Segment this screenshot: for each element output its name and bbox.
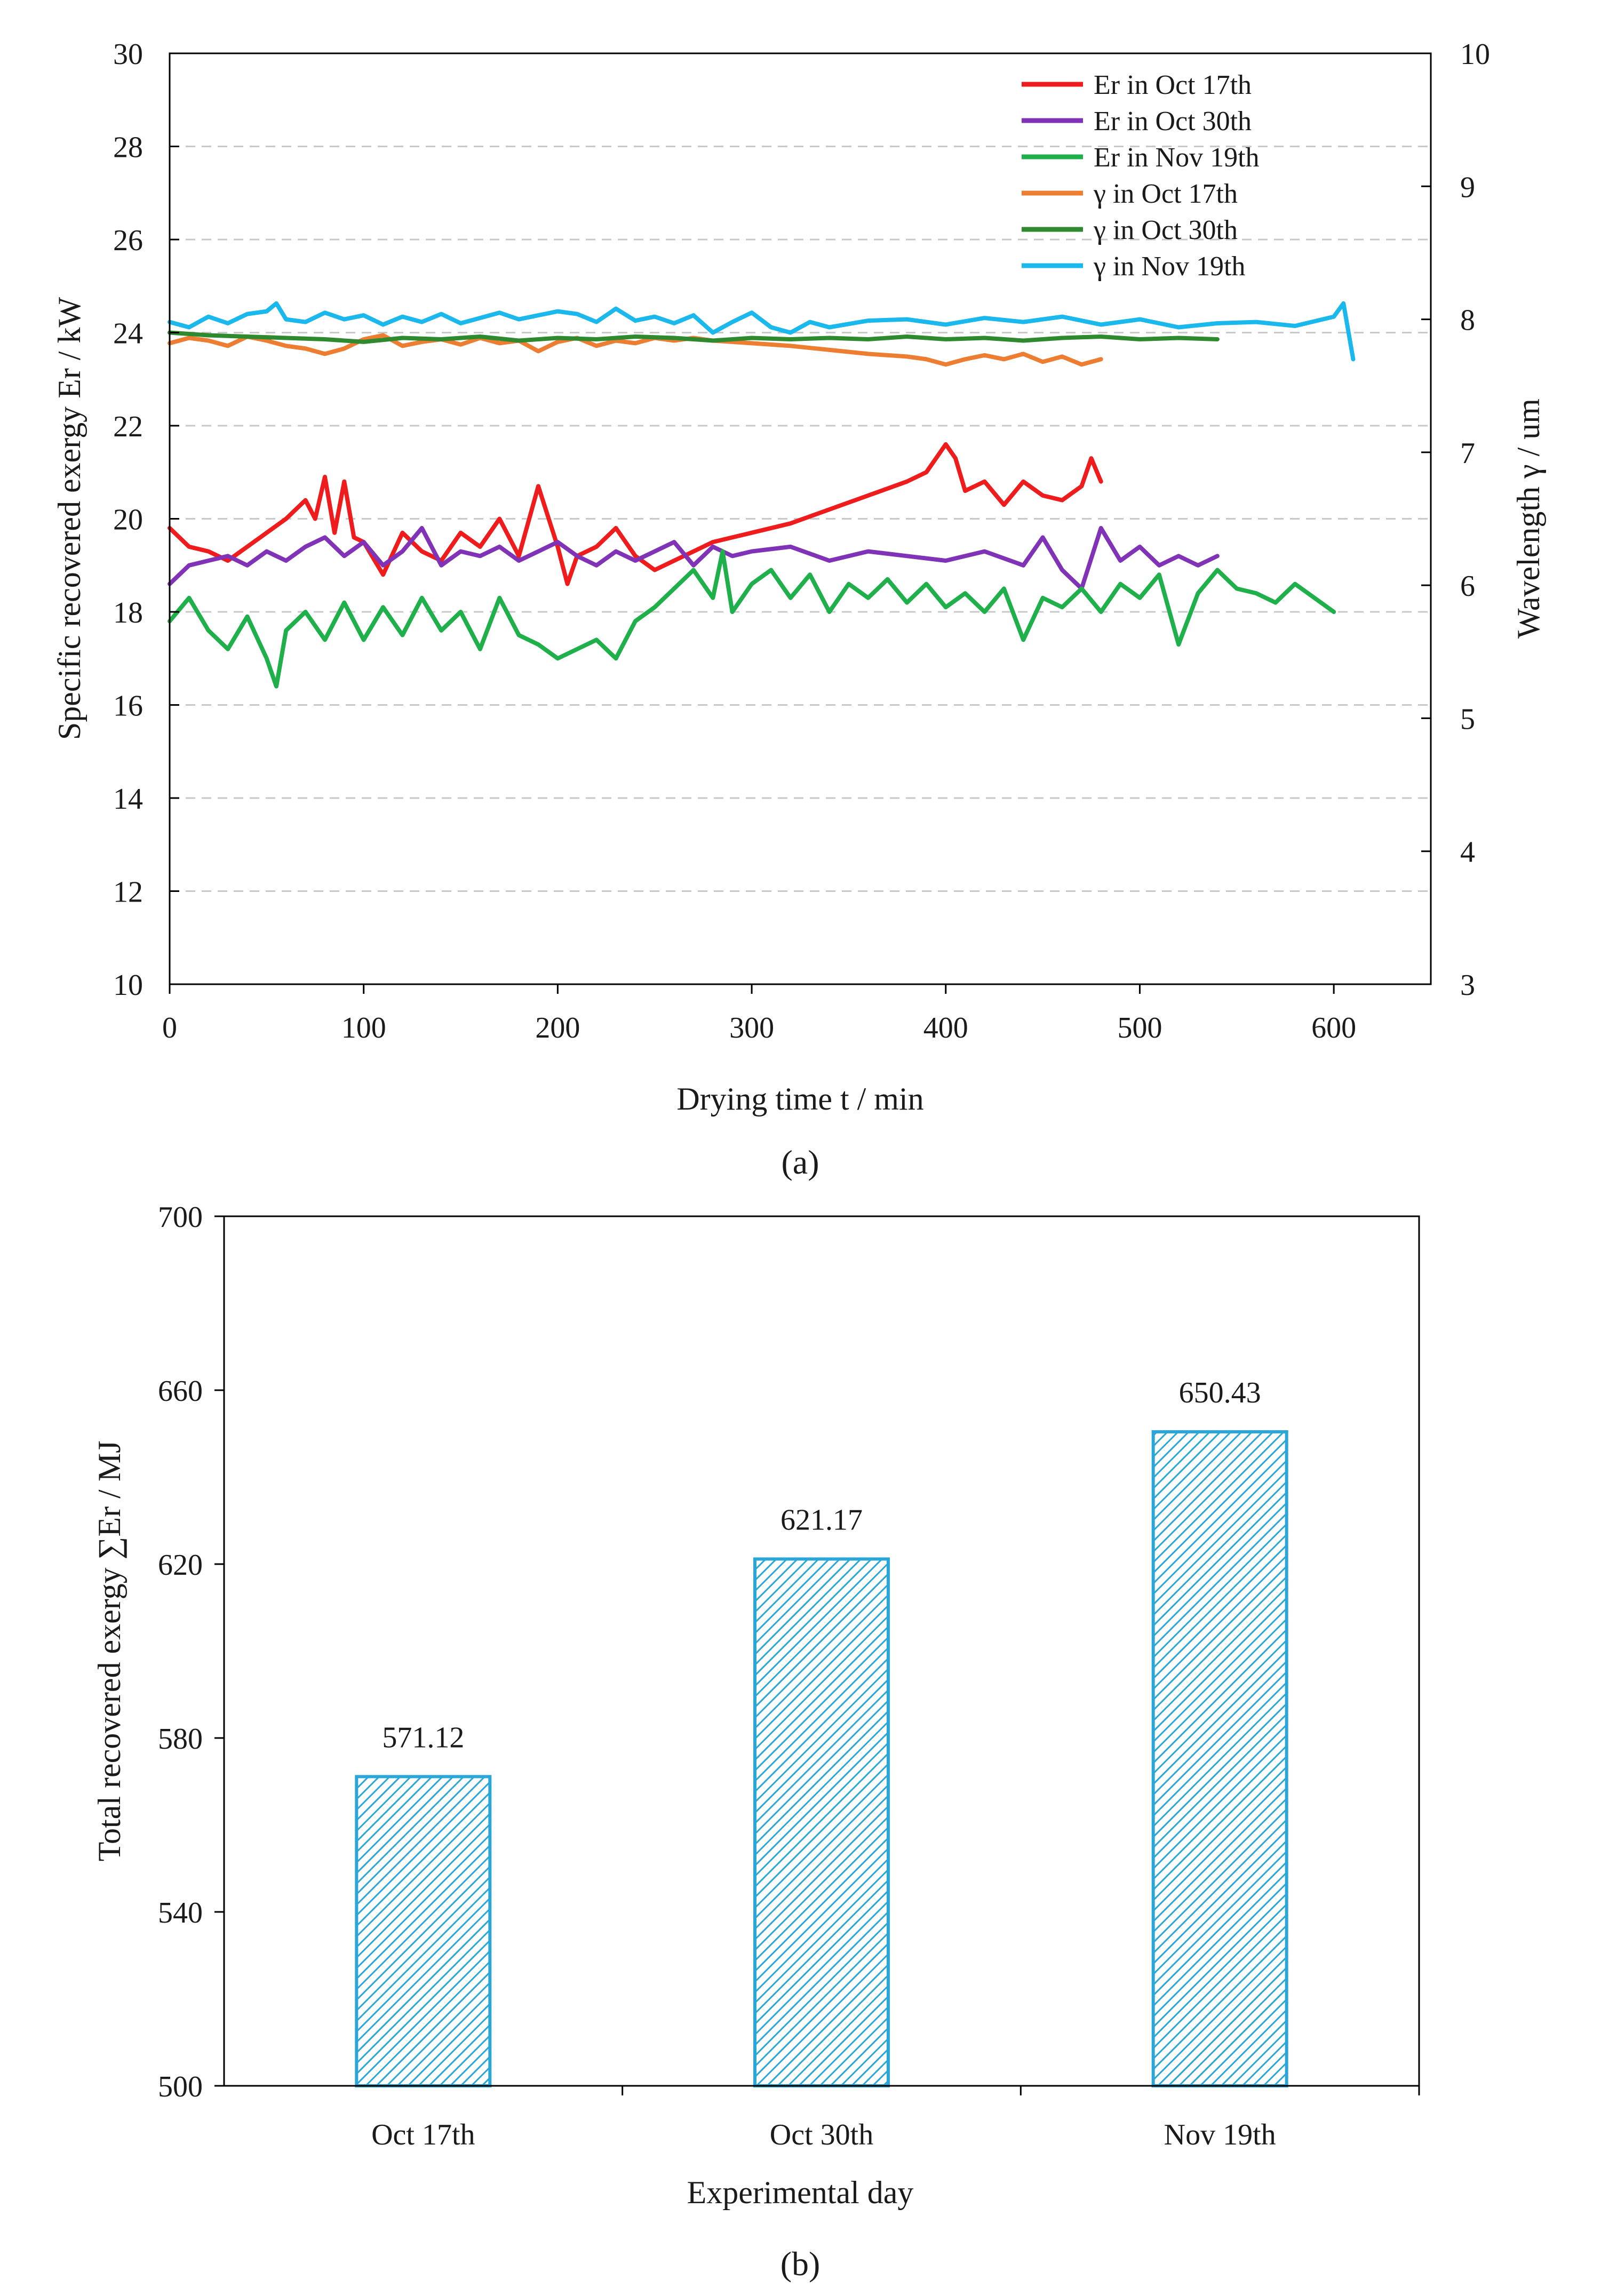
a-right-y-tick-label-7: 7: [1460, 437, 1475, 470]
a-right-y-axis-title: Wavelength γ / um: [1511, 398, 1546, 639]
a-left-y-tick-label-28: 28: [113, 131, 143, 164]
b-category-label-oct-17th: Oct 17th: [371, 2118, 475, 2151]
a-legend-label-in-oct-30th: γ in Oct 30th: [1093, 215, 1238, 245]
a-x-tick-label-400: 400: [923, 1011, 968, 1045]
a-right-y-tick-label-8: 8: [1460, 304, 1475, 337]
a-legend: Er in Oct 17th Er in Oct 30th Er in Nov 19…: [1022, 70, 1260, 282]
panel-b-chart: 571.12 621.17 650.43 Oct 17th Oct 30th Nov 1…: [92, 1201, 1420, 2283]
a-series-in-nov-19th: [168, 301, 1356, 362]
a-series-in-oct-17th: [168, 333, 1103, 367]
b-y-tick-label-580: 580: [158, 1723, 203, 1756]
a-left-y-tick-label-12: 12: [113, 876, 143, 909]
b-value-label-oct-17th: 571.12: [382, 1721, 464, 1754]
a-right-y-tick-label-4: 4: [1460, 836, 1475, 869]
a-legend-label-in-nov-19th: γ in Nov 19th: [1093, 251, 1245, 282]
a-left-y-ticks: 10 12 14 16 18 20 22 24 26 28 30: [113, 38, 179, 1002]
a-right-y-tick-label-9: 9: [1460, 171, 1475, 204]
b-value-label-nov-19th: 650.43: [1179, 1376, 1261, 1409]
a-legend-label-er-in-oct-17th: Er in Oct 17th: [1094, 70, 1252, 100]
a-left-y-tick-label-18: 18: [113, 596, 143, 629]
a-left-y-tick-label-16: 16: [113, 690, 143, 723]
a-x-tick-label-600: 600: [1311, 1011, 1356, 1045]
b-y-tick-label-500: 500: [158, 2070, 203, 2103]
b-y-tick-label-540: 540: [158, 1896, 203, 1930]
b-x-axis-title: Experimental day: [687, 2175, 914, 2210]
a-x-tick-label-200: 200: [535, 1011, 580, 1045]
b-y-tick-label-660: 660: [158, 1375, 203, 1408]
a-left-y-tick-label-24: 24: [113, 317, 143, 350]
a-left-y-tick-label-20: 20: [113, 504, 143, 537]
a-left-y-tick-label-10: 10: [113, 969, 143, 1002]
a-series-er-in-oct-17th: [168, 442, 1103, 586]
b-y-tick-label-620: 620: [158, 1549, 203, 1582]
b-bar-oct-17th: [355, 1775, 492, 2088]
a-legend-label-er-in-nov-19th: Er in Nov 19th: [1094, 142, 1260, 173]
a-left-y-tick-label-30: 30: [113, 38, 143, 71]
a-series-er-in-nov-19th: [168, 549, 1336, 689]
b-category-label-oct-30th: Oct 30th: [770, 2118, 873, 2151]
a-x-tick-label-0: 0: [162, 1011, 177, 1045]
b-panel-label: (b): [780, 2245, 821, 2283]
a-left-y-tick-label-14: 14: [113, 783, 143, 816]
a-right-y-tick-label-6: 6: [1460, 570, 1475, 603]
a-left-y-axis-title: Specific recovered exergy Er / kW: [52, 297, 87, 740]
a-right-y-tick-label-3: 3: [1460, 969, 1475, 1002]
b-x-ticks: Oct 17th Oct 30th Nov 19th: [371, 2086, 1420, 2151]
a-left-y-tick-label-26: 26: [113, 224, 143, 257]
b-value-label-oct-30th: 621.17: [780, 1503, 863, 1536]
a-left-y-tick-label-22: 22: [113, 410, 143, 443]
a-x-axis-title: Drying time t / min: [676, 1081, 923, 1117]
a-x-tick-label-300: 300: [729, 1011, 774, 1045]
a-right-y-ticks: 3 4 5 6 7 8 9 10: [1421, 38, 1490, 1002]
b-category-label-nov-19th: Nov 19th: [1164, 2118, 1276, 2151]
a-panel-label: (a): [781, 1143, 819, 1181]
a-legend-label-er-in-oct-30th: Er in Oct 30th: [1094, 106, 1252, 137]
a-x-ticks: 0 100 200 300 400 500 600: [162, 984, 1356, 1045]
a-legend-label-in-oct-17th: γ in Oct 17th: [1093, 179, 1238, 209]
a-right-y-tick-label-10: 10: [1460, 38, 1490, 71]
b-plot-frame: [223, 1215, 1420, 2087]
a-x-tick-label-500: 500: [1117, 1011, 1162, 1045]
a-series-in-oct-30th: [168, 330, 1220, 344]
a-series-lines: [168, 301, 1356, 689]
b-y-ticks: 500 540 580 620 660 700: [158, 1201, 224, 2103]
b-y-axis-title: Total recovered exergy ∑Er / MJ: [92, 1441, 127, 1862]
panel-a-chart: 0 100 200 300 400 500 600 10 12 14 16 18 20 22 24 26 28…: [52, 38, 1546, 1181]
a-right-y-tick-label-5: 5: [1460, 703, 1475, 736]
b-bar-oct-30th: [753, 1557, 890, 2088]
b-bars: 571.12 621.17 650.43: [355, 1376, 1288, 2088]
a-x-tick-label-100: 100: [341, 1011, 386, 1045]
a-series-er-in-oct-30th: [168, 525, 1220, 591]
b-y-tick-label-700: 700: [158, 1201, 203, 1234]
b-bar-nov-19th: [1151, 1430, 1288, 2088]
